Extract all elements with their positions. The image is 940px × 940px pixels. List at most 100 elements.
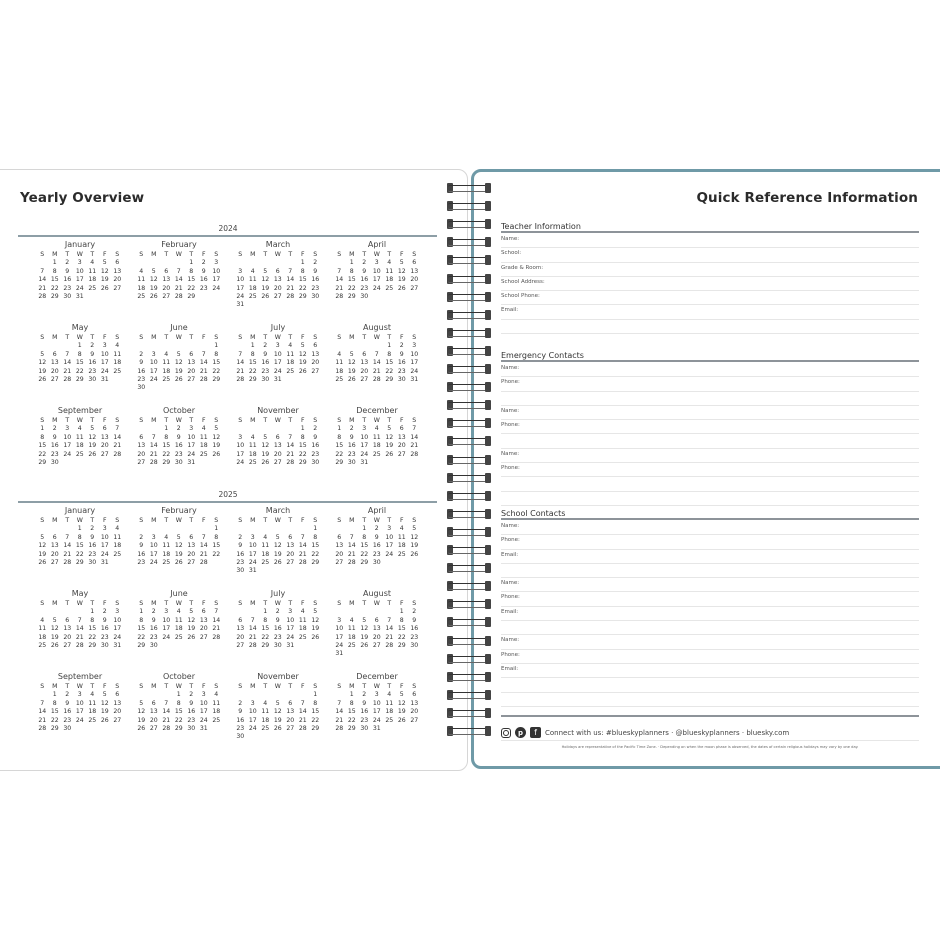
day-number: 27 [187, 375, 196, 383]
day-number: 4 [250, 433, 255, 441]
day-number: 22 [347, 716, 356, 724]
month-day-grid: S M T W T F S 1 2 3 4 5 6 7 8 9 10 11 12 13 14 15 16 17 18 19 20 21… [36, 683, 124, 733]
field-email[interactable]: Email: [501, 305, 919, 320]
blank-line[interactable] [501, 477, 919, 492]
facebook-icon[interactable]: f [530, 727, 541, 738]
day-number: 3 [77, 259, 82, 267]
day-number: 16 [273, 625, 282, 633]
holiday-disclaimer: Holidays are representative of the Pacif… [501, 740, 919, 749]
day-number: 28 [149, 458, 158, 466]
field-name[interactable]: Name: [501, 234, 919, 249]
day-number: 1 [176, 691, 181, 699]
day-number: 25 [347, 641, 356, 649]
field-phone[interactable]: Phone: [501, 650, 919, 664]
empty-day [148, 425, 161, 433]
blank-line[interactable] [501, 320, 919, 335]
day-number: 15 [212, 542, 221, 550]
day-number: 15 [38, 442, 47, 450]
weekday-header: S [337, 251, 342, 258]
day-number: 3 [412, 342, 417, 350]
weekday-header: T [65, 334, 70, 341]
field-name[interactable]: Name: [501, 406, 919, 421]
field-name[interactable]: Name: [501, 635, 919, 650]
day-number: 10 [335, 625, 344, 633]
weekday-header: W [373, 600, 380, 607]
day-number: 17 [372, 708, 381, 716]
spiral-ring [445, 382, 493, 393]
day-number: 29 [137, 641, 146, 649]
day-number: 6 [151, 699, 156, 707]
day-number: 12 [311, 616, 320, 624]
weekday-header: T [189, 600, 194, 607]
weekday-header: M [250, 417, 256, 424]
day-number: 30 [236, 567, 245, 575]
field-school[interactable]: School: [501, 248, 919, 263]
spiral-ring [445, 563, 493, 574]
field-phone[interactable]: Phone: [501, 592, 919, 607]
day-number: 22 [50, 716, 59, 724]
month-name: August [363, 323, 391, 332]
field-phone[interactable]: Phone: [501, 420, 919, 435]
field-phone[interactable]: Phone: [501, 535, 919, 550]
day-number: 17 [335, 633, 344, 641]
day-number: 30 [187, 724, 196, 732]
month-calendar: September S M T W T F S 1 2 3 4 5 6 7 8 9 10 11 12 13 14 15 16 1… [36, 406, 124, 467]
field-school-address[interactable]: School Address: [501, 277, 919, 292]
day-number: 6 [275, 433, 280, 441]
day-number: 8 [337, 433, 342, 441]
blank-line[interactable] [501, 621, 919, 636]
empty-day [160, 259, 173, 267]
day-number: 15 [50, 276, 59, 284]
field-name[interactable]: Name: [501, 578, 919, 593]
field-name[interactable]: Name: [501, 449, 919, 464]
weekday-header: T [263, 600, 268, 607]
day-number: 17 [248, 550, 257, 558]
field-name[interactable]: Name: [501, 363, 919, 378]
day-number: 9 [362, 267, 367, 275]
day-number: 26 [261, 292, 270, 300]
day-number: 3 [214, 259, 219, 267]
day-number: 3 [362, 425, 367, 433]
field-name[interactable]: Name: [501, 521, 919, 536]
day-number: 29 [298, 458, 307, 466]
day-number: 6 [52, 350, 57, 358]
empty-day [36, 691, 49, 699]
blank-line[interactable] [501, 693, 919, 707]
field-email[interactable]: Email: [501, 664, 919, 679]
day-number: 18 [248, 284, 257, 292]
day-number: 20 [273, 284, 282, 292]
day-number: 1 [300, 259, 305, 267]
month-calendar: March S M T W T F S 1 2 3 4 5 6 7 8 9 10 11 12 13 14 15 16 17 18 1… [234, 506, 322, 576]
field-email[interactable]: Email: [501, 550, 919, 564]
spiral-ring [445, 689, 493, 700]
field-email[interactable]: Email: [501, 607, 919, 622]
day-number: 26 [149, 292, 158, 300]
day-number: 13 [187, 359, 196, 367]
day-number: 30 [360, 724, 369, 732]
pinterest-icon[interactable]: p [515, 727, 526, 738]
instagram-icon[interactable] [501, 727, 511, 738]
day-number: 3 [164, 608, 169, 616]
day-number: 8 [77, 350, 82, 358]
weekday-header: S [115, 517, 120, 524]
blank-line[interactable] [501, 434, 919, 449]
day-number: 13 [360, 359, 369, 367]
weekday-header: M [52, 517, 58, 524]
day-number: 16 [360, 276, 369, 284]
day-number: 30 [50, 458, 59, 466]
field-school-phone[interactable]: School Phone: [501, 291, 919, 306]
blank-line[interactable] [501, 564, 919, 579]
day-number: 20 [372, 633, 381, 641]
field-phone[interactable]: Phone: [501, 463, 919, 478]
weekday-header: F [102, 600, 107, 607]
field-grade-room[interactable]: Grade & Room: [501, 263, 919, 277]
day-number: 19 [261, 450, 270, 458]
weekday-header: W [175, 517, 182, 524]
day-number: 15 [174, 708, 183, 716]
blank-line[interactable] [501, 492, 919, 506]
day-number: 5 [263, 267, 268, 275]
blank-line[interactable] [501, 392, 919, 406]
field-phone[interactable]: Phone: [501, 377, 919, 392]
blank-line[interactable] [501, 678, 919, 693]
day-number: 23 [63, 284, 72, 292]
